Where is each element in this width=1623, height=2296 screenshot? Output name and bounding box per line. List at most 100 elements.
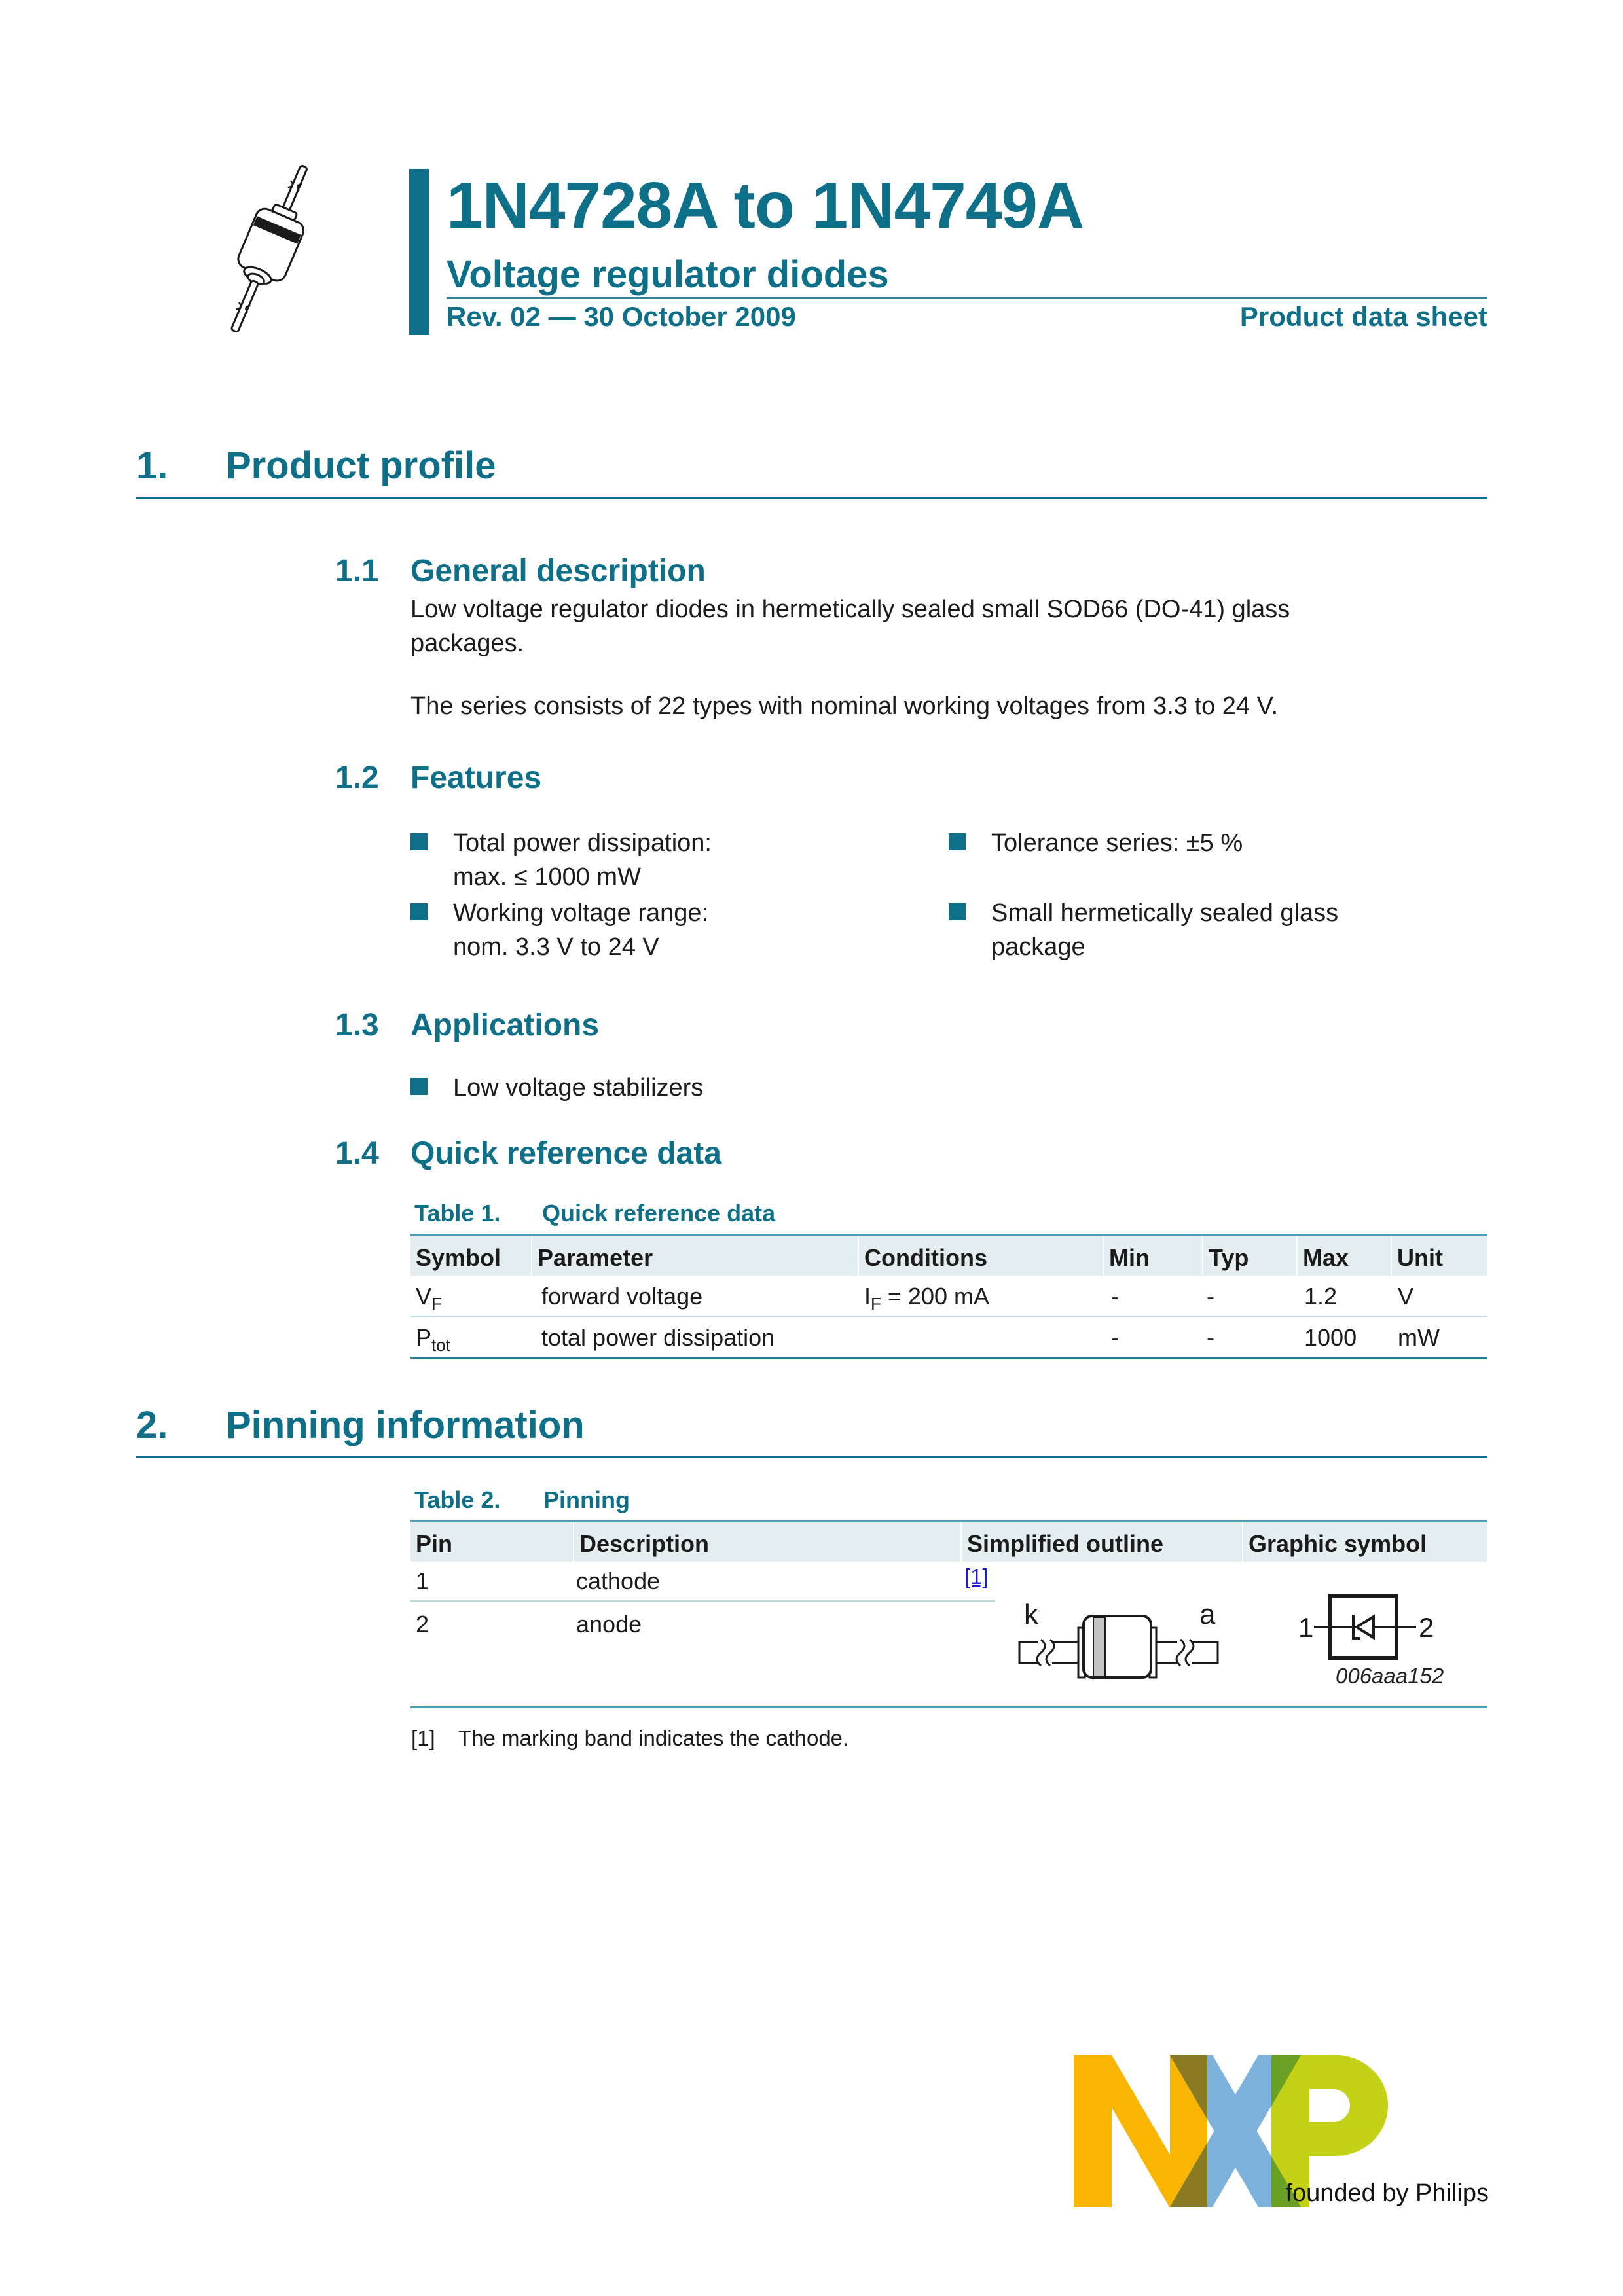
diode-triangle (1354, 1614, 1375, 1640)
table-top-border (410, 1520, 1487, 1522)
symbol-sub: F (431, 1294, 442, 1314)
section-1-1-number: 1.1 (335, 554, 379, 588)
table-cell-min: - (1111, 1283, 1119, 1310)
section-1-1-title: General description (410, 554, 706, 588)
column-header: Graphic symbol (1243, 1522, 1487, 1562)
document-subtitle: Voltage regulator diodes (447, 253, 889, 296)
anode-lead-label: a (1199, 1598, 1216, 1630)
header-divider (447, 297, 1487, 299)
section-1-4-number: 1.4 (335, 1136, 379, 1171)
table-cell-typ: - (1207, 1324, 1214, 1351)
condition-main: I (864, 1283, 871, 1310)
table-header-row: Symbol Parameter Conditions Min Typ Max … (410, 1236, 1487, 1276)
column-header: Conditions (859, 1236, 1103, 1276)
feature-item: Tolerance series: ±5 % (991, 826, 1243, 860)
logo-letter-p (1271, 2055, 1388, 2207)
column-header: Pin (410, 1522, 573, 1562)
table-cell-unit: mW (1398, 1324, 1440, 1351)
general-description-paragraph-2: The series consists of 22 types with nom… (410, 692, 1279, 720)
feature-line: max. ≤ 1000 mW (453, 863, 641, 891)
logo-tagline: founded by Philips (1285, 2179, 1489, 2207)
graphic-symbol-drawing: 1 2 (1298, 1594, 1434, 1660)
table-bottom-border (410, 1706, 1487, 1708)
nxp-logo (1074, 2055, 1388, 2207)
section-1-2-title: Features (410, 761, 542, 795)
section-2-number: 2. (136, 1404, 168, 1446)
bullet-square-icon (949, 903, 966, 920)
table-cell-description: anode (576, 1611, 642, 1638)
simplified-outline-drawing: k a (1018, 1598, 1219, 1679)
pin-1-label: 1 (1298, 1612, 1313, 1643)
column-header: Description (574, 1522, 960, 1562)
section-1-title: Product profile (226, 444, 496, 487)
column-header: Simplified outline (962, 1522, 1242, 1562)
section-1-rule (136, 497, 1487, 499)
symbol-main: V (416, 1283, 432, 1310)
column-header: Symbol (410, 1236, 531, 1276)
pin-2-label: 2 (1419, 1612, 1434, 1643)
section-2-title: Pinning information (226, 1404, 585, 1446)
table-cell-pin: 2 (416, 1611, 429, 1638)
table-cell-symbol: Ptot (416, 1323, 450, 1355)
section-1-4-title: Quick reference data (410, 1136, 721, 1171)
table-cell-unit: V (1398, 1283, 1414, 1310)
condition-rest: = 200 mA (881, 1283, 989, 1310)
logo-overlap-olive (1170, 2055, 1207, 2119)
document-title: 1N4728A to 1N4749A (447, 169, 1084, 242)
zener-hook (1352, 1637, 1360, 1640)
table-bottom-border (410, 1357, 1487, 1359)
symbol-main: P (416, 1324, 432, 1351)
table-cell-typ: - (1207, 1283, 1214, 1310)
table-cell-symbol: VF (416, 1282, 442, 1314)
column-header: Typ (1203, 1236, 1296, 1276)
table-cell-parameter: forward voltage (541, 1283, 703, 1310)
logo-overlap-olive (1170, 2143, 1207, 2207)
table-1-caption-label: Table 1. (414, 1200, 501, 1227)
figure-id: 006aaa152 (1336, 1664, 1444, 1688)
section-1-3-number: 1.3 (335, 1008, 379, 1043)
section-1-3-title: Applications (410, 1008, 600, 1043)
section-1-number: 1. (136, 444, 168, 487)
bullet-square-icon (410, 903, 428, 920)
column-header: Parameter (532, 1236, 858, 1276)
pinning-table: Pin Description Simplified outline Graph… (410, 1520, 1487, 1708)
feature-item: Small hermetically sealed glass package (991, 896, 1338, 964)
quick-reference-table: Symbol Parameter Conditions Min Typ Max … (410, 1234, 1487, 1359)
feature-line: Total power dissipation: (453, 829, 712, 857)
table-cell-conditions: IF = 200 mA (864, 1282, 989, 1314)
table-cell-description: cathode (576, 1568, 661, 1594)
logo-letter-p-hole (1309, 2089, 1350, 2122)
cathode-lead-label: k (1024, 1598, 1039, 1630)
logo-letter-n (1074, 2055, 1207, 2207)
table-cell-parameter: total power dissipation (541, 1324, 775, 1351)
table-cell-pin: 1 (416, 1568, 429, 1594)
feature-line: nom. 3.3 V to 24 V (453, 933, 659, 961)
general-description-line-2: packages. (410, 630, 524, 657)
bullet-square-icon (949, 833, 966, 850)
footnote-1-link[interactable]: [1] (964, 1564, 989, 1588)
bullet-square-icon (410, 1078, 428, 1095)
logo-overlap-green (1271, 2055, 1301, 2106)
feature-item: Working voltage range: nom. 3.3 V to 24 … (453, 896, 708, 964)
table-header-row: Pin Description Simplified outline Graph… (410, 1522, 1487, 1562)
diode-photo (230, 164, 308, 333)
table-2-caption-text: Pinning (543, 1486, 630, 1513)
footnote-1-marker: [1] (411, 1726, 435, 1750)
column-header: Max (1298, 1236, 1391, 1276)
symbol-sub: tot (431, 1335, 450, 1355)
table-2-caption-label: Table 2. (414, 1486, 501, 1513)
table-1-caption-text: Quick reference data (542, 1200, 776, 1227)
document-type-label: Product data sheet (1239, 301, 1487, 332)
logo-overlap-green (1271, 2157, 1301, 2207)
section-1-2-number: 1.2 (335, 761, 379, 795)
row-separator (410, 1600, 995, 1602)
table-cell-max: 1000 (1304, 1324, 1357, 1351)
table-cell-max: 1.2 (1304, 1283, 1338, 1310)
title-accent-bar (409, 169, 429, 335)
table-cell-min: - (1111, 1324, 1119, 1351)
cathode-bar (1352, 1615, 1355, 1640)
feature-line: package (991, 933, 1085, 961)
condition-sub: F (871, 1294, 881, 1314)
feature-line: Tolerance series: ±5 % (991, 829, 1243, 857)
